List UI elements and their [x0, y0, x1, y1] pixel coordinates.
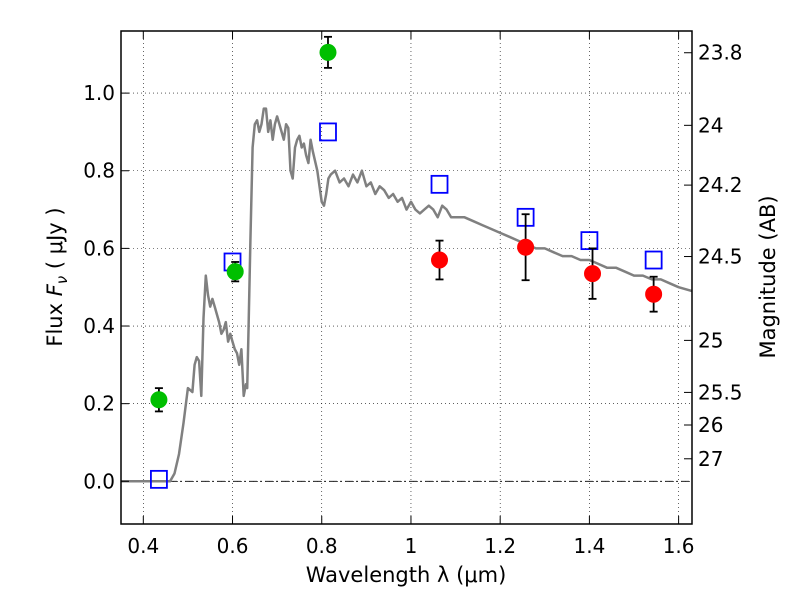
model-photometry-square [430, 174, 449, 194]
y2-tick-label: 24.5 [698, 245, 743, 269]
x-tick-label: 0.8 [306, 534, 338, 558]
y2-tick-label: 24 [698, 113, 723, 137]
plot-series-group [121, 35, 692, 489]
red-photometry-point [517, 238, 535, 256]
y2-axis-label: Magnitude (AB) [756, 195, 780, 358]
y-label-prefix: Flux [43, 296, 67, 346]
x-tick-label: 0.6 [217, 534, 249, 558]
x-axis-label: Wavelength λ (μm) [306, 563, 507, 587]
model-sed-line [121, 107, 692, 483]
y-tick-label: 0.0 [83, 469, 115, 493]
green-photometry-point [319, 43, 337, 61]
y2-tick-label: 23.8 [698, 41, 743, 65]
axis-ticks: 0.4 0.6 0.8 1 1.2 1.4 1.6 0.0 0.2 0.4 0.6 0.8 1.0 23.… [83, 31, 743, 558]
x-tick-label: 1.4 [573, 534, 605, 558]
model-photometry-square [580, 231, 599, 251]
plot-area [121, 35, 692, 489]
y2-tick-label: 24.2 [698, 173, 743, 197]
x-tick-label: 1.2 [484, 534, 516, 558]
y-tick-label: 0.4 [83, 314, 115, 338]
y-tick-label: 1.0 [83, 81, 115, 105]
model-photometry-square [319, 122, 337, 142]
y-tick-label: 0.8 [83, 159, 115, 183]
y-label-symbol: F [43, 283, 67, 296]
y2-tick-label: 25 [698, 328, 723, 352]
model-photometry-square [150, 469, 168, 489]
y-tick-label: 0.6 [83, 236, 115, 260]
red-photometry-point [645, 285, 663, 303]
green-photometry-point [226, 263, 244, 281]
y-label-subscript: ν [53, 276, 71, 284]
x-tick-label: 1 [405, 534, 418, 558]
y2-tick-label: 27 [698, 447, 723, 471]
model-photometry-square [644, 250, 663, 270]
y-label-suffix: ( μJy ) [43, 207, 67, 275]
y2-tick-label: 25.5 [698, 380, 743, 404]
green-photometry-point [150, 391, 168, 409]
y-axis-label: Flux Fν ( μJy ) [43, 207, 71, 346]
red-photometry-point [431, 251, 449, 269]
red-photometry-point [584, 265, 602, 283]
x-tick-label: 0.4 [127, 534, 159, 558]
y-tick-label: 0.2 [83, 392, 115, 416]
y2-tick-label: 26 [698, 413, 723, 437]
x-tick-label: 1.6 [663, 534, 695, 558]
plot-frame [120, 30, 693, 525]
